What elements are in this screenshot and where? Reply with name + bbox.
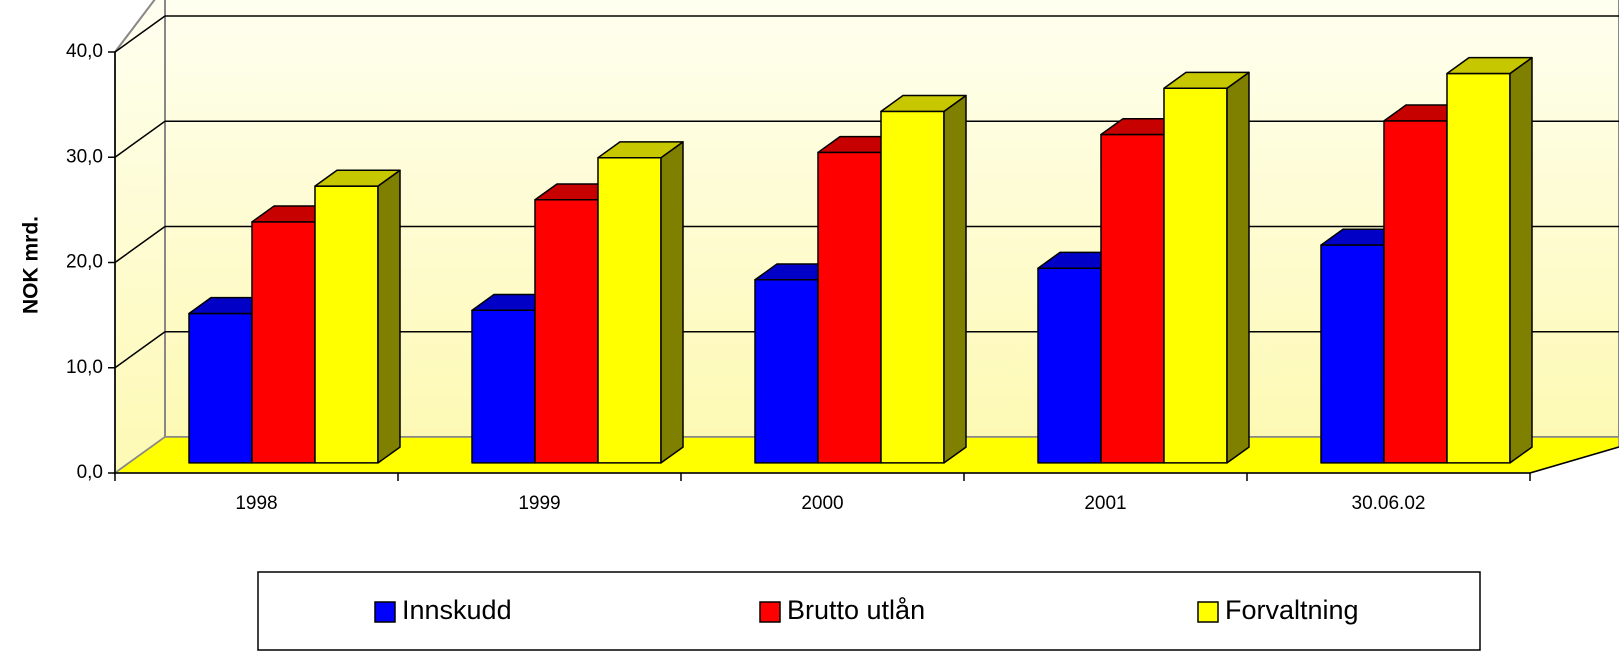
side-wall — [114, 0, 166, 475]
legend-swatch — [759, 601, 781, 623]
grid-line — [114, 120, 166, 158]
grid-line — [114, 331, 166, 369]
bar-side — [1226, 71, 1250, 464]
bar-front — [534, 199, 599, 464]
bar — [1446, 56, 1533, 464]
bar-side — [660, 141, 684, 464]
bar-front — [251, 221, 316, 464]
bar-side — [377, 169, 401, 464]
legend-label: Brutto utlån — [787, 595, 925, 625]
bar-front — [880, 110, 945, 464]
bar-front — [817, 151, 882, 464]
x-tick-label: 2000 — [801, 493, 843, 514]
bar-top — [314, 169, 401, 187]
bar-front — [188, 312, 253, 464]
grid-line — [114, 225, 166, 264]
bar-front — [1446, 72, 1511, 464]
bar-top — [597, 141, 684, 159]
legend-box — [257, 571, 1481, 651]
bar-top — [1163, 71, 1250, 89]
y-tick-label: 0,0 — [77, 462, 103, 483]
x-tick-label: 1998 — [235, 493, 277, 514]
legend-swatch — [1197, 601, 1219, 623]
bar-side — [1509, 56, 1533, 464]
y-tick-label: 20,0 — [66, 252, 103, 273]
grid-line — [114, 15, 166, 53]
bar-front — [597, 156, 662, 464]
bar-front — [1320, 244, 1385, 464]
bar-front — [1163, 87, 1228, 464]
x-tick-label: 30.06.02 — [1352, 493, 1426, 514]
bar-top — [1446, 56, 1533, 75]
x-tick-label: 1999 — [518, 493, 560, 514]
bar-front — [1100, 133, 1165, 464]
bar-front — [1383, 120, 1448, 464]
bar — [880, 94, 967, 464]
bar-top — [880, 94, 967, 113]
bar — [314, 169, 401, 464]
bar-front — [1037, 267, 1102, 464]
legend-label: Innskudd — [402, 595, 512, 625]
bar-front — [314, 185, 379, 464]
y-tick-label: 40,0 — [66, 41, 103, 62]
axis-edge — [1529, 446, 1619, 474]
bar-front — [471, 309, 536, 464]
legend-label: Forvaltning — [1225, 595, 1359, 625]
legend-swatch — [374, 601, 396, 623]
bar — [1163, 71, 1250, 464]
bar-front — [754, 279, 819, 464]
bar-side — [943, 94, 967, 464]
y-axis-label: NOK mrd. — [20, 216, 43, 314]
y-tick-label: 30,0 — [66, 146, 103, 167]
y-tick-label: 10,0 — [66, 357, 103, 378]
bar — [597, 141, 684, 464]
x-tick-label: 2001 — [1084, 493, 1126, 514]
